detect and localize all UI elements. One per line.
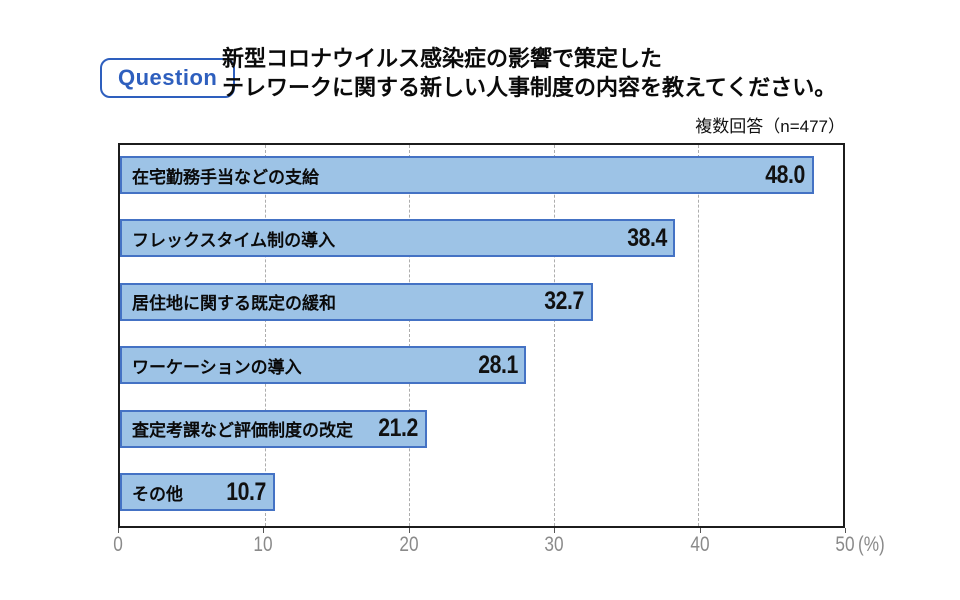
bar-category-label: 在宅勤務手当などの支給	[132, 167, 319, 187]
bar-2: 居住地に関する既定の緩和 32.7	[120, 282, 593, 321]
bar-category-label: ワーケーションの導入	[132, 357, 302, 377]
gridline-40	[698, 145, 700, 526]
question-badge: Question	[100, 58, 236, 98]
x-tick-label-50: 50	[835, 533, 855, 556]
page-title: 新型コロナウイルス感染症の影響で策定した テレワークに関する新しい人事制度の内容…	[222, 44, 836, 102]
x-tick-20	[408, 528, 410, 533]
bar-value-label: 10.7	[226, 477, 266, 506]
bar-4: 査定考課など評価制度の改定 21.2	[120, 409, 427, 448]
bar-category-label: その他	[132, 484, 183, 504]
title-line-2: テレワークに関する新しい人事制度の内容を教えてください。	[222, 75, 837, 100]
gridline-30	[553, 145, 555, 526]
bar-category-label: 査定考課など評価制度の改定	[132, 421, 353, 441]
x-axis-unit-label: (%)	[858, 533, 885, 556]
sample-size-note: 複数回答（n=477）	[695, 117, 845, 136]
x-tick-50	[845, 528, 846, 533]
x-tick-label-20: 20	[399, 533, 419, 556]
x-tick-label-10: 10	[253, 533, 273, 556]
x-tick-10	[263, 528, 265, 533]
x-tick-30	[554, 528, 556, 533]
x-tick-label-40: 40	[690, 533, 710, 556]
bar-1: フレックスタイム制の導入 38.4	[120, 219, 676, 258]
bar-chart-plot-area: 在宅勤務手当などの支給 48.0 フレックスタイム制の導入 38.4 居住地に関する既定…	[118, 143, 845, 528]
x-tick-label-0: 0	[113, 533, 123, 556]
bar-value-label: 21.2	[378, 414, 418, 443]
gridline-20	[409, 145, 411, 526]
bar-value-label: 28.1	[477, 350, 518, 379]
title-line-1: 新型コロナウイルス感染症の影響で策定した	[222, 46, 663, 71]
bar-category-label: フレックスタイム制の導入	[132, 230, 336, 250]
gridline-10	[264, 145, 266, 526]
bar-value-label: 32.7	[544, 287, 585, 316]
bar-5: その他 10.7	[120, 473, 275, 511]
bar-3: ワーケーションの導入 28.1	[120, 346, 527, 385]
x-tick-0	[118, 528, 119, 533]
x-tick-40	[699, 528, 701, 533]
x-tick-label-30: 30	[544, 533, 564, 556]
bar-value-label: 38.4	[626, 223, 667, 252]
bar-category-label: 居住地に関する既定の緩和	[132, 294, 336, 314]
bar-value-label: 48.0	[765, 160, 806, 189]
bar-0: 在宅勤務手当などの支給 48.0	[120, 156, 815, 194]
